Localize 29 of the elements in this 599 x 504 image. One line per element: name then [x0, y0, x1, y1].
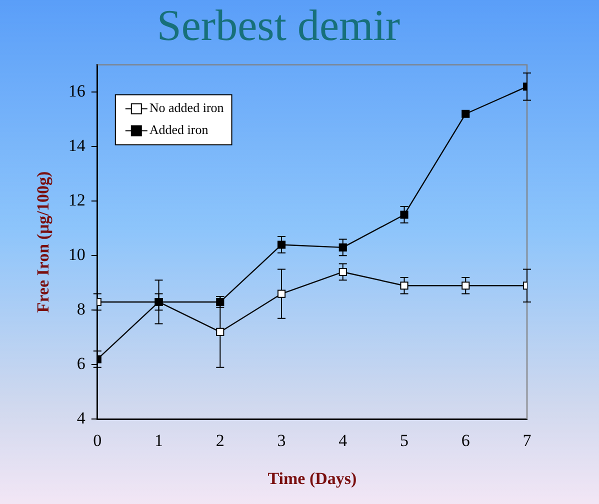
x-tick-label: 2	[216, 430, 224, 450]
x-tick-label: 6	[461, 430, 470, 450]
point	[462, 282, 470, 290]
x-tick-label: 1	[154, 430, 164, 450]
chart-title: Serbest demir	[156, 0, 400, 50]
x-tick-label: 7	[522, 430, 532, 450]
y-tick-label: 6	[76, 354, 86, 374]
y-axis-title: Free Iron (µg/100g)	[34, 171, 53, 313]
y-tick-label: 16	[68, 82, 86, 101]
y-tick-label: 10	[68, 245, 86, 264]
x-tick-label: 5	[400, 430, 409, 450]
point	[216, 328, 224, 336]
point	[338, 268, 347, 276]
y-tick-label: 4	[76, 408, 86, 428]
y-tick-label: 12	[68, 190, 86, 210]
point	[338, 243, 347, 252]
point	[462, 110, 470, 118]
y-tick-label: 8	[76, 300, 86, 319]
x-tick-label: 0	[93, 430, 102, 450]
point	[400, 282, 408, 290]
point	[277, 290, 286, 298]
legend-label: No added iron	[149, 100, 224, 116]
y-tick-label: 14	[68, 136, 86, 156]
x-axis-title: Time (Days)	[268, 469, 357, 488]
x-tick-label: 3	[277, 430, 286, 450]
x-tick-label: 4	[338, 430, 348, 450]
legend-label: Added iron	[149, 122, 209, 138]
point	[277, 240, 286, 249]
point	[400, 210, 408, 219]
